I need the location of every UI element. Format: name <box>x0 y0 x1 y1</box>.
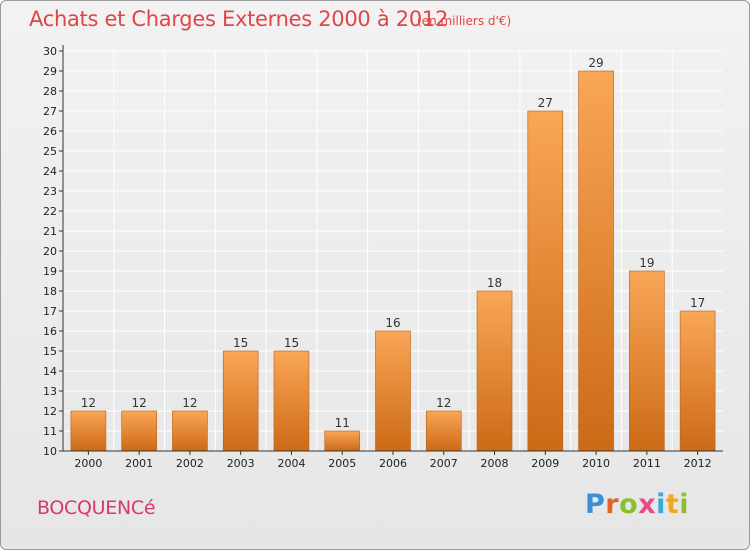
data-label-2000: 12 <box>81 396 96 410</box>
y-tick-label: 29 <box>43 65 57 78</box>
data-label-2004: 15 <box>284 336 299 350</box>
y-tick-label: 10 <box>43 445 57 458</box>
x-tick-label-2000: 2000 <box>74 457 102 470</box>
data-label-2010: 29 <box>588 56 603 70</box>
axes: 10 11 12 13 14 15 16 17 18 19 20 21 22 23 24 25 26 27 28 29… <box>43 45 723 470</box>
y-tick-label: 19 <box>43 265 57 278</box>
x-tick-label-2005: 2005 <box>328 457 356 470</box>
data-label-2008: 18 <box>487 276 502 290</box>
y-tick-label: 21 <box>43 225 57 238</box>
y-tick-label: 30 <box>43 45 57 58</box>
x-tick-label-2008: 2008 <box>481 457 509 470</box>
y-tick-label: 17 <box>43 305 57 318</box>
y-tick-label: 15 <box>43 345 57 358</box>
y-tick-label: 28 <box>43 85 57 98</box>
y-tick-label: 20 <box>43 245 57 258</box>
bar-2012 <box>679 310 716 452</box>
y-tick-label: 13 <box>43 385 57 398</box>
logo-letter: i <box>656 489 666 520</box>
y-tick-label: 24 <box>43 165 57 178</box>
bar-2008 <box>476 290 513 452</box>
y-tick-label: 26 <box>43 125 57 138</box>
y-tick-label: 11 <box>43 425 57 438</box>
logo-letter: t <box>665 489 680 520</box>
bar-2007 <box>425 410 462 452</box>
logo-letter: o <box>619 489 639 520</box>
y-tick-label: 16 <box>43 325 57 338</box>
proxiti-logo: Proxiti <box>585 489 689 520</box>
bars: 12 12 12 15 15 11 16 12 18 27 29 19 17 <box>70 56 716 452</box>
commune-name: BOCQUENCé <box>37 497 156 519</box>
bar-2005 <box>324 430 361 452</box>
bar-2003 <box>222 350 259 452</box>
y-tick-label: 23 <box>43 185 57 198</box>
chart-title: Achats et Charges Externes 2000 à 2012 <box>29 7 449 31</box>
x-tick-label-2011: 2011 <box>633 457 661 470</box>
bar-2001 <box>121 410 157 452</box>
x-tick-label-2004: 2004 <box>277 457 305 470</box>
data-label-2012: 17 <box>690 296 705 310</box>
x-tick-label-2006: 2006 <box>379 457 407 470</box>
x-tick-label-2012: 2012 <box>684 457 712 470</box>
data-label-2005: 11 <box>335 416 350 430</box>
bar-2010 <box>578 70 614 452</box>
bar-2002 <box>172 410 208 452</box>
x-tick-label-2002: 2002 <box>176 457 204 470</box>
data-label-2002: 12 <box>182 396 197 410</box>
logo-letter: x <box>638 489 657 520</box>
x-tick-label-2003: 2003 <box>227 457 255 470</box>
data-label-2011: 19 <box>639 256 654 270</box>
x-tick-label-2001: 2001 <box>125 457 153 470</box>
data-label-2007: 12 <box>436 396 451 410</box>
data-label-2009: 27 <box>538 96 553 110</box>
y-tick-label: 18 <box>43 285 57 298</box>
logo-letter: r <box>605 489 620 520</box>
y-tick-label: 14 <box>43 365 57 378</box>
data-label-2006: 16 <box>385 316 400 330</box>
y-tick-label: 12 <box>43 405 57 418</box>
x-tick-label-2010: 2010 <box>582 457 610 470</box>
y-tick-label: 22 <box>43 205 57 218</box>
logo-letter: i <box>679 489 690 520</box>
bar-2004 <box>273 350 310 452</box>
data-label-2003: 15 <box>233 336 248 350</box>
x-tick-label-2009: 2009 <box>531 457 559 470</box>
chart-unit: (en milliers d'€) <box>417 14 512 28</box>
bar-2009 <box>527 110 564 452</box>
y-tick-label: 27 <box>43 105 57 118</box>
logo-letter: P <box>585 489 606 520</box>
y-tick-label: 25 <box>43 145 57 158</box>
bar-2011 <box>629 270 665 452</box>
data-label-2001: 12 <box>132 396 147 410</box>
bar-2006 <box>375 330 411 452</box>
x-tick-label-2007: 2007 <box>430 457 458 470</box>
bar-2000 <box>70 410 107 452</box>
